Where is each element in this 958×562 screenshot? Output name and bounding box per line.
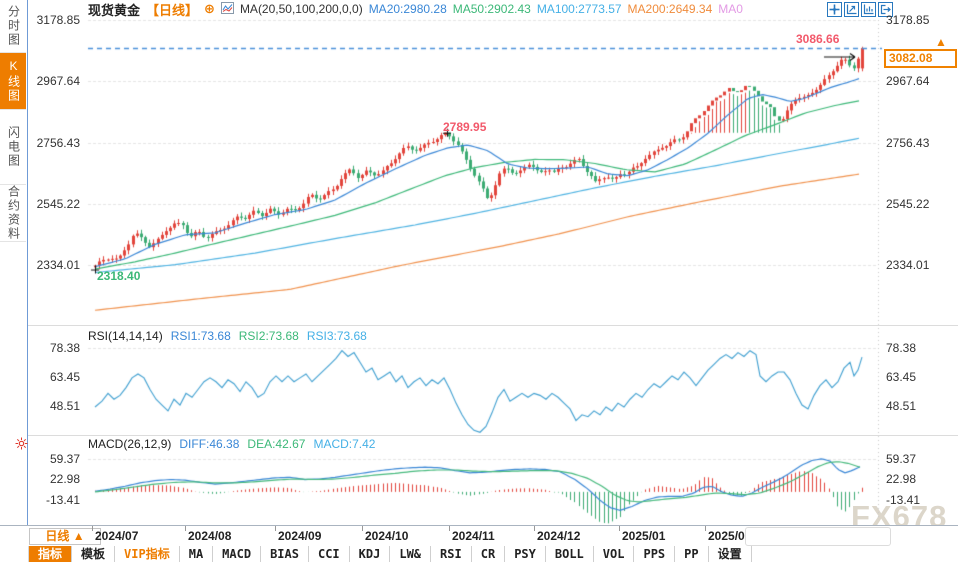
indicator-toolbar: 指标 模板 VIP指标 MA MACD BIAS CCI KDJ LW& RSI CR PSY BOLL… — [0, 546, 958, 562]
sidebar-tab[interactable]: 闪电图 — [0, 110, 26, 185]
indicator-toolbar-items: 指标 模板 VIP指标 MA MACD BIAS CCI KDJ LW& RSI CR PSY BOLL… — [29, 546, 752, 562]
start-low-annotation: 2318.40 — [97, 269, 141, 283]
date-axis-row: 日线 ▲ 2024/07 2024/08 2024/09 2024/10 202… — [0, 525, 958, 547]
toolbar-item[interactable]: PPS — [634, 546, 676, 562]
date-label-1: 2024/08 — [188, 529, 232, 543]
ma200-value: MA200:2649.34 — [627, 2, 713, 16]
period-selector-button[interactable]: 日线 ▲ — [29, 528, 101, 545]
rsi2-value: RSI2:73.68 — [238, 329, 299, 343]
main-axis-left-4: 2334.01 — [36, 258, 80, 272]
toolbar-item[interactable]: 设置 — [709, 546, 752, 562]
diff-value: DIFF:46.38 — [179, 437, 240, 451]
date-label-3: 2024/10 — [365, 529, 409, 543]
rsi-axis-right-1: 63.45 — [886, 370, 917, 384]
indicator-chart-icon — [220, 2, 234, 16]
macd-header: MACD(26,12,9) DIFF:46.38 DEA:42.67 MACD:… — [88, 437, 375, 451]
rsi-axis-left-2: 48.51 — [49, 399, 80, 413]
toolbar-item[interactable]: CCI — [309, 546, 350, 562]
date-label-6: 2025/01 — [622, 529, 666, 543]
macd-axis-left-1: 22.98 — [49, 472, 80, 486]
rsi-label: RSI(14,14,14) — [88, 329, 163, 343]
date-label-2: 2024/09 — [278, 529, 322, 543]
sidebar-tab[interactable]: 合约资料 — [0, 185, 26, 242]
ma50-value: MA50:2902.43 — [452, 2, 531, 16]
panel-separator — [27, 435, 958, 436]
toolbar-item[interactable]: BOLL — [546, 546, 594, 562]
indicator-flash-icon[interactable] — [15, 437, 28, 453]
main-axis-left-2: 2756.43 — [36, 136, 80, 150]
macd-axis-right-0: 59.37 — [886, 452, 917, 466]
rsi1-value: RSI1:73.68 — [170, 329, 231, 343]
current-price-badge: 3082.08 — [884, 49, 957, 68]
toolbar-item[interactable]: 模板 — [72, 546, 116, 562]
chart-controls — [827, 2, 893, 17]
main-axis-right-3: 2545.22 — [886, 197, 930, 211]
dea-value: DEA:42.67 — [247, 437, 306, 451]
toolbar-item[interactable]: LW& — [390, 546, 432, 562]
date-label-7: 2025/0 — [708, 529, 745, 543]
toolbar-item[interactable]: PP — [675, 546, 709, 562]
price-up-arrow-icon: ▲ — [935, 35, 947, 49]
crosshair-icon[interactable] — [827, 2, 842, 17]
toolbar-item[interactable]: 指标 — [29, 546, 73, 562]
toolbar-item[interactable]: MACD — [213, 546, 262, 562]
instrument-title: 现货黄金 — [88, 2, 141, 18]
ma20-value: MA20:2980.28 — [368, 2, 447, 16]
panel-separator — [27, 325, 958, 326]
main-axis-left-1: 2967.64 — [36, 74, 80, 88]
collapse-right-icon[interactable] — [878, 2, 893, 17]
macd-label: MACD(26,12,9) — [88, 437, 172, 451]
ma100-value: MA100:2773.57 — [536, 2, 622, 16]
toolbar-item[interactable]: KDJ — [350, 546, 391, 562]
main-axis-left-0: 3178.85 — [36, 13, 80, 27]
toolbar-item[interactable]: CR — [472, 546, 506, 562]
sidebar-tab[interactable]: 分时图 — [0, 0, 26, 53]
macd-axis-left-0: 59.37 — [49, 452, 80, 466]
main-axis-right-1: 2967.64 — [886, 74, 930, 88]
rsi-axis-left-1: 63.45 — [49, 370, 80, 384]
session-high-annotation: 3086.66 — [796, 32, 840, 46]
toolbar-item[interactable]: MA — [180, 546, 214, 562]
ma0-value: MA0 — [718, 2, 743, 16]
price-chart-canvas[interactable] — [0, 0, 958, 525]
macd-axis-right-1: 22.98 — [886, 472, 917, 486]
sidebar-tab[interactable]: K线图 — [0, 53, 26, 110]
add-icon[interactable]: ⊕ — [204, 1, 215, 16]
macd-axis-right-2: -13.41 — [886, 493, 921, 507]
toolbar-item[interactable]: VOL — [594, 546, 635, 562]
rsi3-value: RSI3:73.68 — [306, 329, 367, 343]
date-label-4: 2024/11 — [452, 529, 495, 543]
date-label-5: 2024/12 — [537, 529, 581, 543]
ma-settings-label: MA(20,50,100,200,0,0) — [239, 2, 363, 16]
main-axis-right-2: 2756.43 — [886, 136, 930, 150]
toolbar-item[interactable]: RSI — [431, 546, 472, 562]
macd-value: MACD:7.42 — [313, 437, 376, 451]
scale-axis-up-icon[interactable] — [844, 2, 859, 17]
macd-axis-left-2: -13.41 — [45, 493, 80, 507]
scale-axis-bars-icon[interactable] — [861, 2, 876, 17]
empty-label-box — [745, 527, 891, 546]
chart-header: 现货黄金 【日线】 ⊕ MA(20,50,100,200,0,0) MA20:2… — [88, 1, 743, 18]
rsi-axis-right-2: 48.51 — [886, 399, 917, 413]
main-axis-left-3: 2545.22 — [36, 197, 80, 211]
rsi-axis-right-0: 78.38 — [886, 341, 917, 355]
main-axis-right-0: 3178.85 — [886, 13, 930, 27]
toolbar-item[interactable]: BIAS — [261, 546, 309, 562]
period-label: 【日线】 — [146, 2, 199, 18]
main-axis-right-4: 2334.01 — [886, 258, 930, 272]
october-peak-annotation: 2789.95 — [443, 120, 487, 134]
chart-type-sidebar: 分时图 K线图 闪电图 合约资料 — [0, 0, 28, 525]
rsi-axis-left-0: 78.38 — [49, 341, 80, 355]
rsi-header: RSI(14,14,14) RSI1:73.68 RSI2:73.68 RSI3… — [88, 329, 367, 343]
date-label-0: 2024/07 — [95, 529, 139, 543]
toolbar-item[interactable]: PSY — [505, 546, 546, 562]
toolbar-item[interactable]: VIP指标 — [115, 546, 180, 562]
